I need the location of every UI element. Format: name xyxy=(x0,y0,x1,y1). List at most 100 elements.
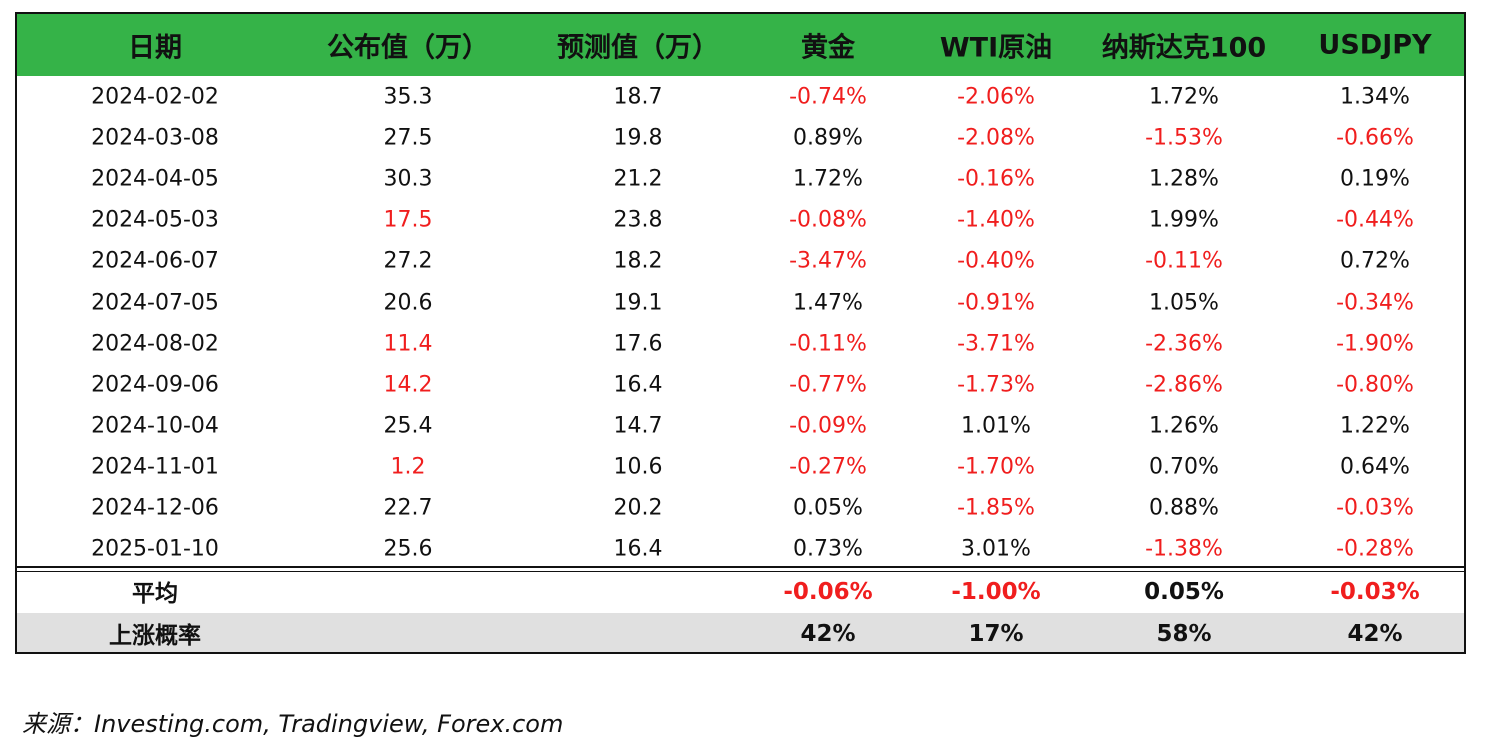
ratio-value: 42% xyxy=(1347,621,1403,647)
cell: 25.4 xyxy=(383,413,433,439)
cell: 3.01% xyxy=(961,536,1031,562)
cell: -2.08% xyxy=(957,125,1035,151)
cell: 10.6 xyxy=(613,454,663,480)
cell: 2024-10-04 xyxy=(91,413,219,439)
cell: -0.28% xyxy=(1336,536,1414,562)
cell: -1.73% xyxy=(957,372,1035,398)
cell: 0.19% xyxy=(1340,166,1410,192)
double-rule xyxy=(17,566,1464,572)
cell: 20.2 xyxy=(613,495,663,521)
cell: 17.6 xyxy=(613,331,663,357)
cell: 27.5 xyxy=(383,125,433,151)
cell: 2024-08-02 xyxy=(91,331,219,357)
ratio-label: 上涨概率 xyxy=(109,623,201,649)
cell: 22.7 xyxy=(383,495,433,521)
cell: 25.6 xyxy=(383,536,433,562)
average-value: -0.03% xyxy=(1330,579,1420,605)
cell: 19.1 xyxy=(613,290,663,315)
cell: -0.80% xyxy=(1336,372,1414,398)
cell: 16.4 xyxy=(613,536,663,562)
column-header: WTI原油 xyxy=(939,32,1053,64)
cell: -0.27% xyxy=(789,454,867,480)
cell: 1.99% xyxy=(1149,207,1219,233)
cell: 20.6 xyxy=(383,290,433,315)
column-header: 日期 xyxy=(128,32,182,64)
cell: 18.7 xyxy=(613,84,663,110)
cell: 0.72% xyxy=(1340,248,1410,274)
source-note: 来源：Investing.com, Tradingview, Forex.com xyxy=(22,710,564,738)
average-label: 平均 xyxy=(132,581,178,607)
cell: 23.8 xyxy=(613,207,663,233)
cell: -0.11% xyxy=(1145,248,1223,274)
cell: -2.06% xyxy=(957,84,1035,110)
cell: 1.72% xyxy=(1149,84,1219,110)
cell: -2.36% xyxy=(1145,331,1223,357)
cell: -1.38% xyxy=(1145,536,1223,562)
header-bg xyxy=(17,14,1466,76)
average-value: -1.00% xyxy=(951,579,1041,605)
cell: 0.05% xyxy=(793,495,863,521)
cell: 27.2 xyxy=(383,248,433,274)
cell: 0.89% xyxy=(793,125,863,151)
cell: 14.7 xyxy=(613,413,663,439)
ratio-value: 17% xyxy=(968,621,1024,647)
cell: -3.47% xyxy=(789,248,867,274)
cell: -0.16% xyxy=(957,166,1035,192)
cell: -0.03% xyxy=(1336,495,1414,521)
cell: -3.71% xyxy=(957,331,1035,357)
cell: 2024-09-06 xyxy=(91,372,219,398)
cell: -0.66% xyxy=(1336,125,1414,151)
ratio-bg xyxy=(17,613,1464,653)
cell: 2024-03-08 xyxy=(91,125,219,151)
cell: 21.2 xyxy=(613,166,663,192)
cell: 2024-02-02 xyxy=(91,84,219,110)
cell: -0.08% xyxy=(789,207,867,233)
ratio-value: 42% xyxy=(800,621,856,647)
cell: 30.3 xyxy=(383,166,433,192)
cell: 0.70% xyxy=(1149,454,1219,480)
cell: 2025-01-10 xyxy=(91,536,219,562)
column-header: 公布值（万） xyxy=(327,32,489,64)
cell: 1.01% xyxy=(961,413,1031,439)
cell: -0.34% xyxy=(1336,290,1414,315)
cell: 0.64% xyxy=(1340,454,1410,480)
column-header: 黄金 xyxy=(801,32,855,64)
cell: 1.47% xyxy=(793,290,863,315)
cell: -1.40% xyxy=(957,207,1035,233)
cell: 2024-04-05 xyxy=(91,166,219,192)
cell: 11.4 xyxy=(383,331,433,357)
cell: 1.28% xyxy=(1149,166,1219,192)
cell: 14.2 xyxy=(383,372,433,398)
cell: 35.3 xyxy=(383,84,433,110)
cell: -0.91% xyxy=(957,290,1035,315)
ratio-value: 58% xyxy=(1156,621,1212,647)
column-header: 预测值（万） xyxy=(557,32,719,64)
cell: -0.09% xyxy=(789,413,867,439)
cell: -2.86% xyxy=(1145,372,1223,398)
table-frame xyxy=(15,12,1466,654)
cell: -0.77% xyxy=(789,372,867,398)
cell: 17.5 xyxy=(383,207,433,233)
cell: -1.53% xyxy=(1145,125,1223,151)
cell: 2024-07-05 xyxy=(91,290,219,315)
average-value: 0.05% xyxy=(1144,579,1224,605)
cell: -0.44% xyxy=(1336,207,1414,233)
cell: -1.70% xyxy=(957,454,1035,480)
cell: 16.4 xyxy=(613,372,663,398)
cell: 2024-05-03 xyxy=(91,207,219,233)
cell: 1.34% xyxy=(1340,84,1410,110)
average-value: -0.06% xyxy=(783,579,873,605)
cell: 0.88% xyxy=(1149,495,1219,521)
cell: 1.26% xyxy=(1149,413,1219,439)
cell: -0.74% xyxy=(789,84,867,110)
cell: -1.90% xyxy=(1336,331,1414,357)
column-header: USDJPY xyxy=(1318,29,1432,61)
cell: -1.85% xyxy=(957,495,1035,521)
cell: 1.22% xyxy=(1340,413,1410,439)
column-header: 纳斯达克100 xyxy=(1101,32,1267,64)
cell: 1.05% xyxy=(1149,290,1219,315)
cell: 1.2 xyxy=(390,454,426,480)
cell: 2024-06-07 xyxy=(91,248,219,274)
cell: 1.72% xyxy=(793,166,863,192)
